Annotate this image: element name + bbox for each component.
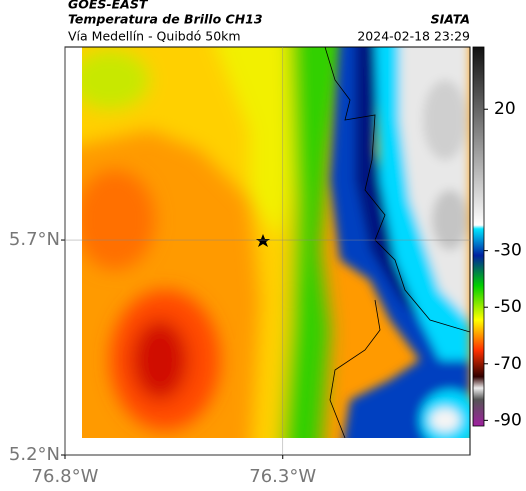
title: Temperatura de Brillo CH13 — [68, 12, 263, 27]
lat-tick-label: 5.2°N — [9, 444, 60, 465]
source: GOES-EAST — [68, 0, 149, 12]
timestamp: 2024-02-18 23:29 — [357, 29, 470, 44]
station-marker — [256, 234, 270, 247]
satellite-image — [82, 47, 470, 438]
lon-tick-label: 76.8°W — [32, 466, 99, 487]
colorbar — [472, 46, 485, 427]
lon-tick-label: 76.3°W — [249, 466, 316, 487]
colorbar-tick-label: -70 — [494, 354, 522, 374]
colorbar-tick-label: -90 — [494, 410, 522, 430]
colorbar-tick-label: -50 — [494, 297, 522, 317]
colorbar-tick-label: -30 — [494, 241, 522, 261]
org: SIATA — [431, 12, 470, 27]
colorbar-tick-label: 20 — [494, 99, 516, 119]
subtitle: Vía Medellín - Quibdó 50km — [68, 29, 241, 44]
lat-tick-label: 5.7°N — [9, 229, 60, 250]
